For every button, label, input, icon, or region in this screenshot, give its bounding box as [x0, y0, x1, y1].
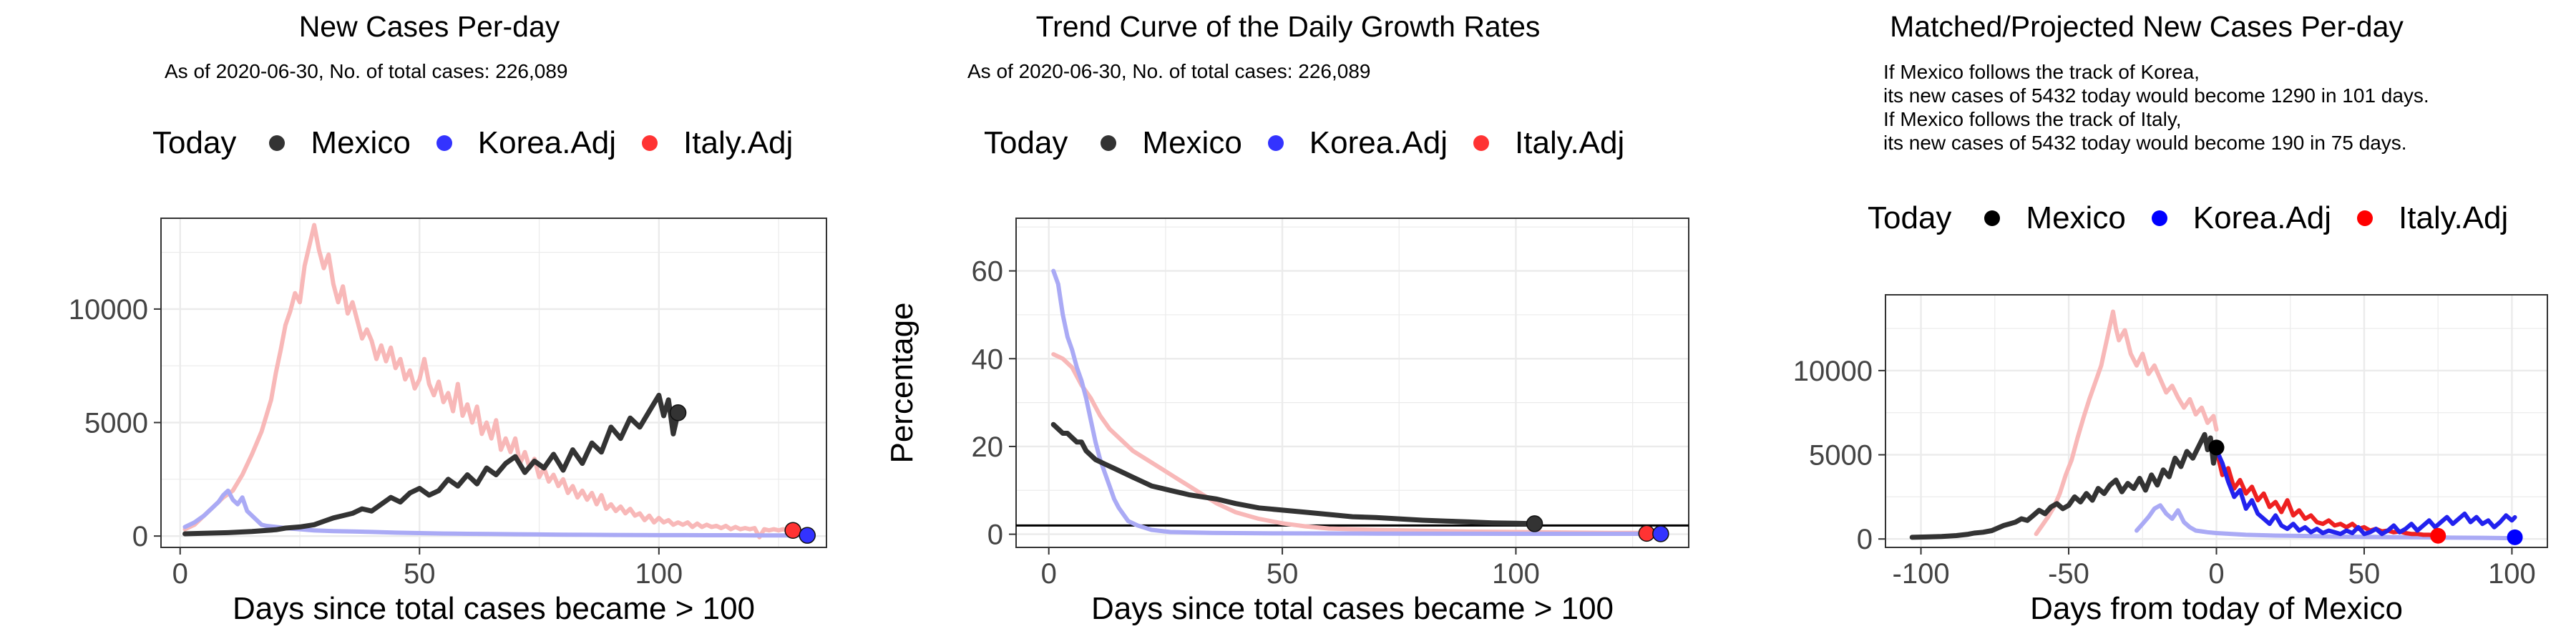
series-line-italy-adj [182, 223, 796, 540]
legend-item-italy: Italy.Adj [1459, 125, 1624, 161]
legend-dot [1267, 135, 1284, 151]
legend-label: Mexico [311, 125, 411, 160]
legend: Today Mexico Korea.Adj Italy.Adj [152, 125, 804, 161]
legend-dot [269, 135, 286, 151]
legend-dot [1101, 135, 1117, 151]
note-line: its new cases of 5432 today would become… [1883, 132, 2407, 154]
today-point-italy-adj [1638, 525, 1655, 542]
series-line-korea-adj [1051, 268, 1663, 536]
legend-item-mexico: Mexico [255, 125, 411, 161]
x-tick-label: 0 [1041, 558, 1057, 590]
legend-dot [642, 135, 658, 151]
plot-border [160, 218, 827, 548]
x-tick-label: 50 [2348, 558, 2381, 590]
legend-dot [1984, 210, 2001, 226]
legend-label: Italy.Adj [1515, 125, 1625, 160]
panel-growth-rates: Trend Curve of the Daily Growth Rates As… [859, 0, 1717, 644]
y-tick-label: 5000 [1809, 440, 1873, 472]
note-line: If Mexico follows the track of Korea, [1883, 61, 2200, 83]
plot-border [1015, 218, 1689, 548]
y-tick-label: 20 [972, 431, 1004, 463]
y-axis-label: Percentage [884, 302, 919, 463]
x-axis-label: Days from today of Mexico [2030, 591, 2403, 626]
legend-label: Korea.Adj [477, 125, 617, 160]
y-tick-label: 10000 [69, 294, 148, 326]
legend-item-mexico: Mexico [1086, 125, 1242, 161]
chart-title: Trend Curve of the Daily Growth Rates [1035, 10, 1541, 43]
series-line-korea-adj [2135, 503, 2514, 541]
series-line-mexico [1050, 421, 1538, 527]
legend-label: Italy.Adj [2399, 200, 2509, 235]
x-tick-label: -100 [1893, 558, 1950, 590]
legend-label: Korea.Adj [2192, 200, 2332, 235]
series-line-mexico [1909, 431, 2219, 540]
today-point-mexico [669, 404, 687, 421]
chart-subtitle: As of 2020-06-30, No. of total cases: 22… [967, 60, 1371, 82]
y-tick-label: 60 [972, 256, 1004, 288]
legend-item-italy: Italy.Adj [2343, 200, 2508, 236]
legend-label: Korea.Adj [1309, 125, 1448, 160]
today-point-mexico [2208, 439, 2225, 456]
legend-dot [1473, 135, 1490, 151]
legend-dot [436, 135, 452, 151]
today-point-italy-adj [2430, 527, 2446, 544]
legend-title: Today [152, 125, 237, 160]
today-point-italy-adj [784, 522, 801, 539]
series-line-korea-adj [2214, 447, 2517, 537]
x-axis-label: Days since total cases became > 100 [1091, 591, 1614, 626]
plot-new-cases: 0 50 100 0 5000 10000 Days since total cases b… [69, 218, 827, 626]
note-line: its new cases of 5432 today would become… [1883, 84, 2429, 107]
legend-item-korea: Korea.Adj [422, 125, 616, 161]
x-tick-label: 0 [172, 558, 188, 590]
chart-title: New Cases Per-day [298, 10, 560, 43]
plot-growth-rates: 0 50 100 0 20 40 60 Days since total cases beca… [884, 218, 1689, 626]
x-tick-label: 0 [2208, 558, 2224, 590]
x-tick-label: 50 [1267, 558, 1299, 590]
y-tick-label: 10000 [1793, 356, 1873, 387]
projection-notes: If Mexico follows the track of Korea, it… [1883, 60, 2429, 155]
today-point-korea-adj [2507, 529, 2523, 545]
legend-dot [2151, 210, 2167, 226]
series-line-korea-adj [182, 488, 810, 538]
note-line: If Mexico follows the track of Italy, [1883, 108, 2182, 130]
y-tick-label: 40 [972, 343, 1004, 375]
y-tick-label: 0 [1857, 524, 1873, 555]
legend-label: Mexico [2026, 200, 2126, 235]
plot-projected: -100 -50 0 50 100 0 5000 10000 Days from today o… [1793, 294, 2548, 626]
today-point-korea-adj [1652, 525, 1669, 542]
chart-title: Matched/Projected New Cases Per-day [1890, 10, 2404, 43]
x-tick-label: 50 [404, 558, 436, 590]
legend-item-korea: Korea.Adj [2137, 200, 2331, 236]
today-point-korea-adj [799, 527, 816, 544]
legend-label: Italy.Adj [683, 125, 794, 160]
legend-dot [2357, 210, 2373, 226]
panel-projected: Matched/Projected New Cases Per-day If M… [1717, 0, 2576, 644]
x-tick-label: 100 [1492, 558, 1540, 590]
series-line-italy-adj [2214, 447, 2441, 538]
x-tick-label: 100 [2488, 558, 2536, 590]
chart-subtitle: As of 2020-06-30, No. of total cases: 22… [165, 60, 568, 82]
series-line-italy-adj [2034, 309, 2219, 537]
legend: Today Mexico Korea.Adj Italy.Adj [984, 125, 1636, 161]
legend-item-mexico: Mexico [1970, 200, 2126, 236]
series-line-mexico [182, 392, 681, 537]
series-line-italy-adj [1051, 352, 1649, 535]
legend: Today Mexico Korea.Adj Italy.Adj [1868, 200, 2519, 236]
today-point-mexico [1526, 515, 1543, 532]
legend-label: Mexico [1142, 125, 1242, 160]
x-tick-label: -50 [2048, 558, 2089, 590]
panel-new-cases: New Cases Per-day As of 2020-06-30, No. … [0, 0, 859, 644]
x-tick-label: 100 [635, 558, 683, 590]
y-tick-label: 0 [132, 521, 148, 552]
legend-item-korea: Korea.Adj [1254, 125, 1448, 161]
y-tick-label: 5000 [84, 408, 148, 439]
legend-title: Today [1868, 200, 1952, 235]
legend-title: Today [984, 125, 1068, 160]
legend-item-italy: Italy.Adj [628, 125, 793, 161]
y-tick-label: 0 [987, 519, 1003, 551]
x-axis-label: Days since total cases became > 100 [233, 591, 755, 626]
